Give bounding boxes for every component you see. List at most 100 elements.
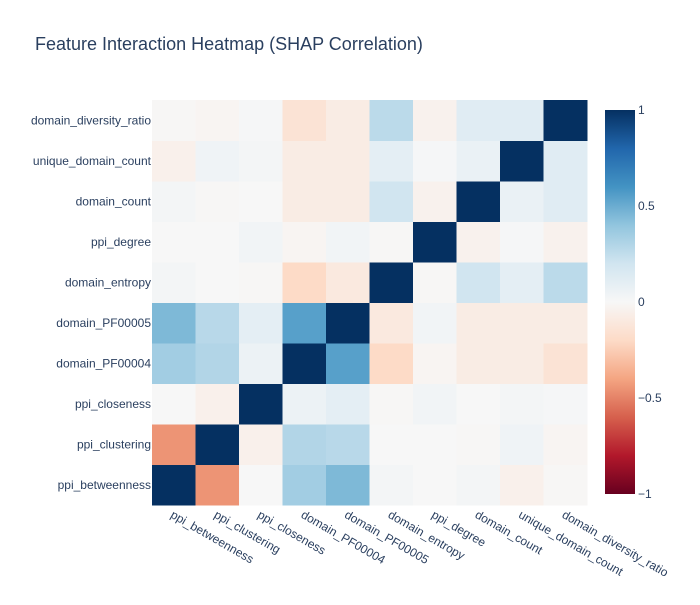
colorbar-tick-label: 0.5 bbox=[638, 199, 655, 213]
colorbar-tick-label: 0 bbox=[638, 295, 645, 309]
heatmap-cell bbox=[456, 181, 501, 222]
chart-title: Feature Interaction Heatmap (SHAP Correl… bbox=[35, 34, 423, 54]
heatmap-cell bbox=[543, 221, 588, 263]
heatmap-cell bbox=[413, 464, 457, 506]
heatmap-cell bbox=[326, 140, 370, 182]
heatmap-cell bbox=[500, 424, 544, 465]
heatmap-cell bbox=[195, 302, 240, 344]
heatmap-cell bbox=[282, 262, 327, 303]
heatmap-cell bbox=[195, 181, 240, 222]
heatmap-cell bbox=[152, 262, 196, 303]
heatmap-cell bbox=[413, 343, 457, 384]
heatmap-cell bbox=[282, 100, 327, 141]
heatmap-cell bbox=[239, 181, 283, 222]
heatmap-cell bbox=[500, 464, 544, 506]
heatmap-cell bbox=[326, 383, 370, 425]
heatmap-cell bbox=[239, 302, 283, 344]
y-tick-label: domain_diversity_ratio bbox=[31, 113, 151, 127]
heatmap-cell bbox=[413, 424, 457, 465]
heatmap-cell bbox=[456, 464, 501, 506]
heatmap-cell bbox=[152, 383, 196, 425]
heatmap-cell bbox=[326, 100, 370, 141]
heatmap-cell bbox=[413, 100, 457, 141]
heatmap-cell bbox=[282, 302, 327, 344]
heatmap-cell bbox=[239, 221, 283, 263]
y-tick-label: ppi_betweenness bbox=[58, 478, 151, 492]
colorbar-gradient bbox=[605, 110, 635, 494]
heatmap-cell bbox=[282, 343, 327, 384]
y-tick-label: ppi_closeness bbox=[75, 397, 151, 411]
heatmap-cell bbox=[543, 100, 588, 141]
heatmap-cell bbox=[456, 262, 501, 303]
colorbar-tick-label: 1 bbox=[638, 103, 645, 117]
heatmap-cell bbox=[326, 343, 370, 384]
heatmap-cell bbox=[456, 343, 501, 384]
heatmap-cell bbox=[282, 140, 327, 182]
heatmap-cell bbox=[326, 464, 370, 506]
heatmap-cell bbox=[282, 383, 327, 425]
colorbar-tick-label: −1 bbox=[638, 487, 652, 501]
heatmap-cell bbox=[500, 302, 544, 344]
heatmap-cell bbox=[152, 181, 196, 222]
heatmap-cell bbox=[282, 181, 327, 222]
x-axis-tick-labels: ppi_betweennessppi_clusteringppi_closene… bbox=[168, 507, 671, 579]
heatmap-cell bbox=[543, 343, 588, 384]
heatmap-cell bbox=[195, 343, 240, 384]
heatmap-cell bbox=[152, 464, 196, 506]
heatmap-cell bbox=[500, 140, 544, 182]
heatmap-cell bbox=[500, 181, 544, 222]
heatmap-cell bbox=[152, 221, 196, 263]
y-tick-label: domain_PF00004 bbox=[56, 356, 151, 370]
heatmap-cell bbox=[152, 302, 196, 344]
heatmap-cell bbox=[413, 302, 457, 344]
heatmap-cell bbox=[326, 181, 370, 222]
colorbar-tick-label: −0.5 bbox=[638, 391, 662, 405]
heatmap-cell bbox=[239, 140, 283, 182]
heatmap-cell bbox=[239, 424, 283, 465]
heatmap-cell bbox=[413, 383, 457, 425]
heatmap-cell bbox=[326, 424, 370, 465]
heatmap-cell bbox=[456, 302, 501, 344]
heatmap-cell bbox=[195, 221, 240, 263]
heatmap-cell bbox=[282, 221, 327, 263]
heatmap-cell bbox=[543, 302, 588, 344]
y-tick-label: unique_domain_count bbox=[33, 154, 152, 168]
y-tick-label: ppi_degree bbox=[91, 235, 151, 249]
heatmap-cell bbox=[369, 464, 414, 506]
heatmap-cell bbox=[456, 424, 501, 465]
heatmap-cell bbox=[239, 100, 283, 141]
heatmap-cell bbox=[543, 262, 588, 303]
heatmap-cell bbox=[500, 262, 544, 303]
heatmap-cell bbox=[152, 343, 196, 384]
heatmap-cell bbox=[239, 383, 283, 425]
heatmap-cell bbox=[195, 383, 240, 425]
y-tick-label: domain_entropy bbox=[65, 275, 151, 289]
heatmap-cell bbox=[369, 424, 414, 465]
heatmap-cell bbox=[239, 262, 283, 303]
heatmap-cell bbox=[543, 383, 588, 425]
y-tick-label: domain_count bbox=[76, 194, 152, 208]
heatmap-cell bbox=[239, 464, 283, 506]
heatmap-cell bbox=[369, 302, 414, 344]
heatmap-cell bbox=[282, 424, 327, 465]
heatmap-cell bbox=[543, 181, 588, 222]
heatmap-cell bbox=[413, 221, 457, 263]
heatmap-cell bbox=[152, 424, 196, 465]
heatmap-cell bbox=[543, 424, 588, 465]
y-tick-label: domain_PF00005 bbox=[56, 316, 151, 330]
heatmap-cell bbox=[152, 140, 196, 182]
heatmap-cell bbox=[239, 343, 283, 384]
heatmap-cell bbox=[543, 464, 588, 506]
heatmap-cells bbox=[152, 100, 588, 506]
heatmap-cell bbox=[369, 181, 414, 222]
heatmap-cell bbox=[413, 262, 457, 303]
heatmap-cell bbox=[369, 140, 414, 182]
y-axis-tick-labels: ppi_betweenness ppi_clustering ppi_closene… bbox=[31, 113, 152, 492]
heatmap-cell bbox=[326, 221, 370, 263]
heatmap-cell bbox=[369, 343, 414, 384]
heatmap-cell bbox=[326, 302, 370, 344]
heatmap-cell bbox=[500, 100, 544, 141]
heatmap-cell bbox=[282, 464, 327, 506]
